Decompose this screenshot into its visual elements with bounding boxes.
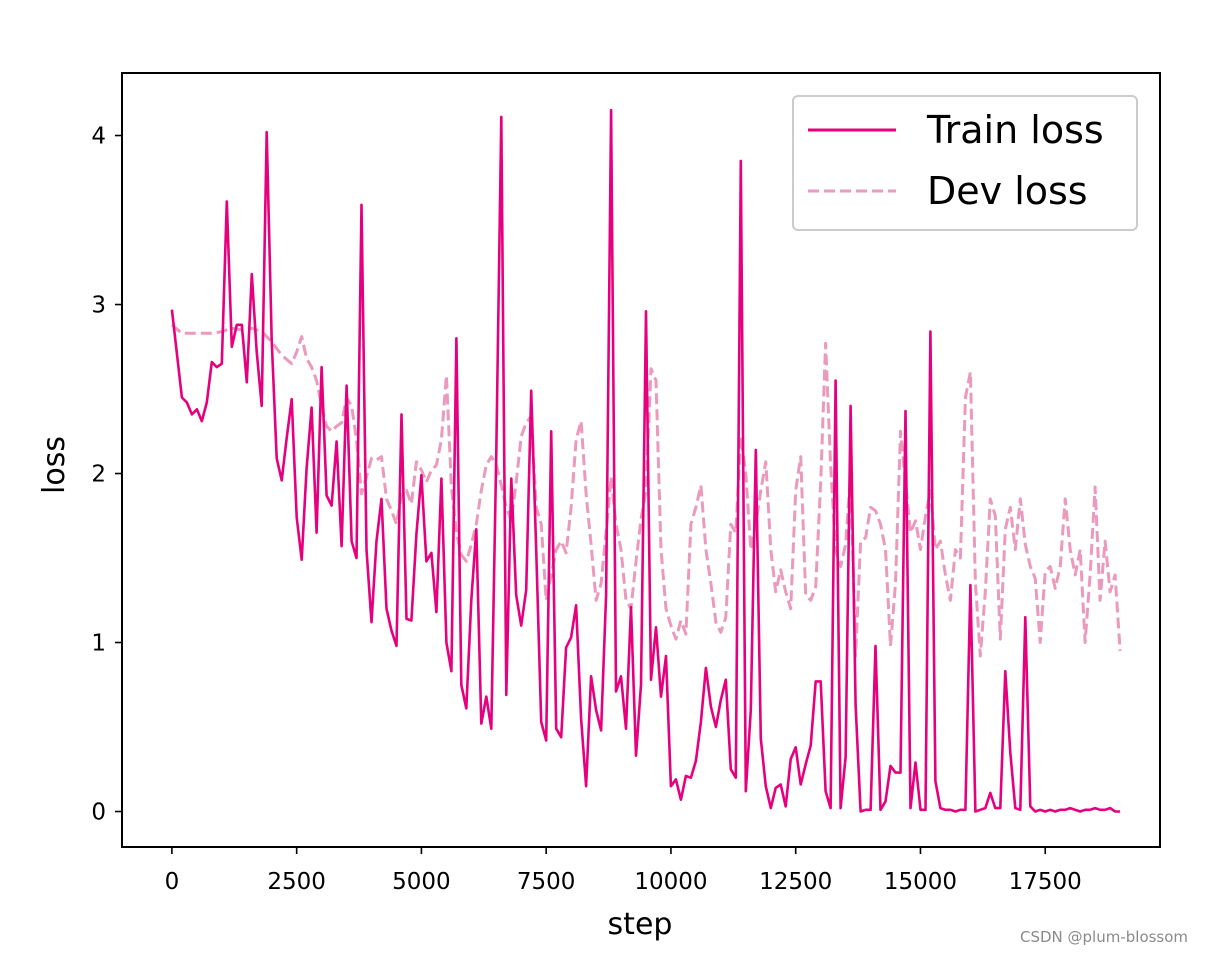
train-loss-line <box>170 108 1121 813</box>
y-tick-label: 2 <box>91 462 106 488</box>
y-axis-ticks: 0 1 2 3 4 <box>91 124 122 826</box>
x-axis-label: step <box>608 907 673 942</box>
plot-frame <box>121 72 1161 848</box>
x-tick-label: 15000 <box>884 869 957 895</box>
legend-label-dev-loss: Dev loss <box>927 169 1088 213</box>
y-tick-label: 1 <box>91 631 106 657</box>
x-tick-label: 17500 <box>1009 869 1082 895</box>
series-layer <box>170 108 1122 813</box>
legend: Train loss Dev loss <box>792 95 1138 231</box>
x-axis-ticks: 0 2500 5000 7500 10000 12500 15000 17500 <box>165 847 1082 895</box>
dev-loss-line <box>170 323 1122 658</box>
x-tick-label: 10000 <box>634 869 707 895</box>
x-tick-label: 7500 <box>517 869 576 895</box>
x-tick-label: 12500 <box>759 869 832 895</box>
x-tick-label: 5000 <box>392 869 451 895</box>
y-axis-label: loss <box>37 436 72 494</box>
y-tick-label: 4 <box>91 124 106 150</box>
watermark: CSDN @plum-blossom <box>1020 928 1189 946</box>
x-tick-label: 0 <box>165 869 180 895</box>
legend-label-train-loss: Train loss <box>926 108 1104 152</box>
x-tick-label: 2500 <box>267 869 326 895</box>
y-tick-label: 3 <box>91 293 106 319</box>
y-tick-label: 0 <box>91 800 106 826</box>
